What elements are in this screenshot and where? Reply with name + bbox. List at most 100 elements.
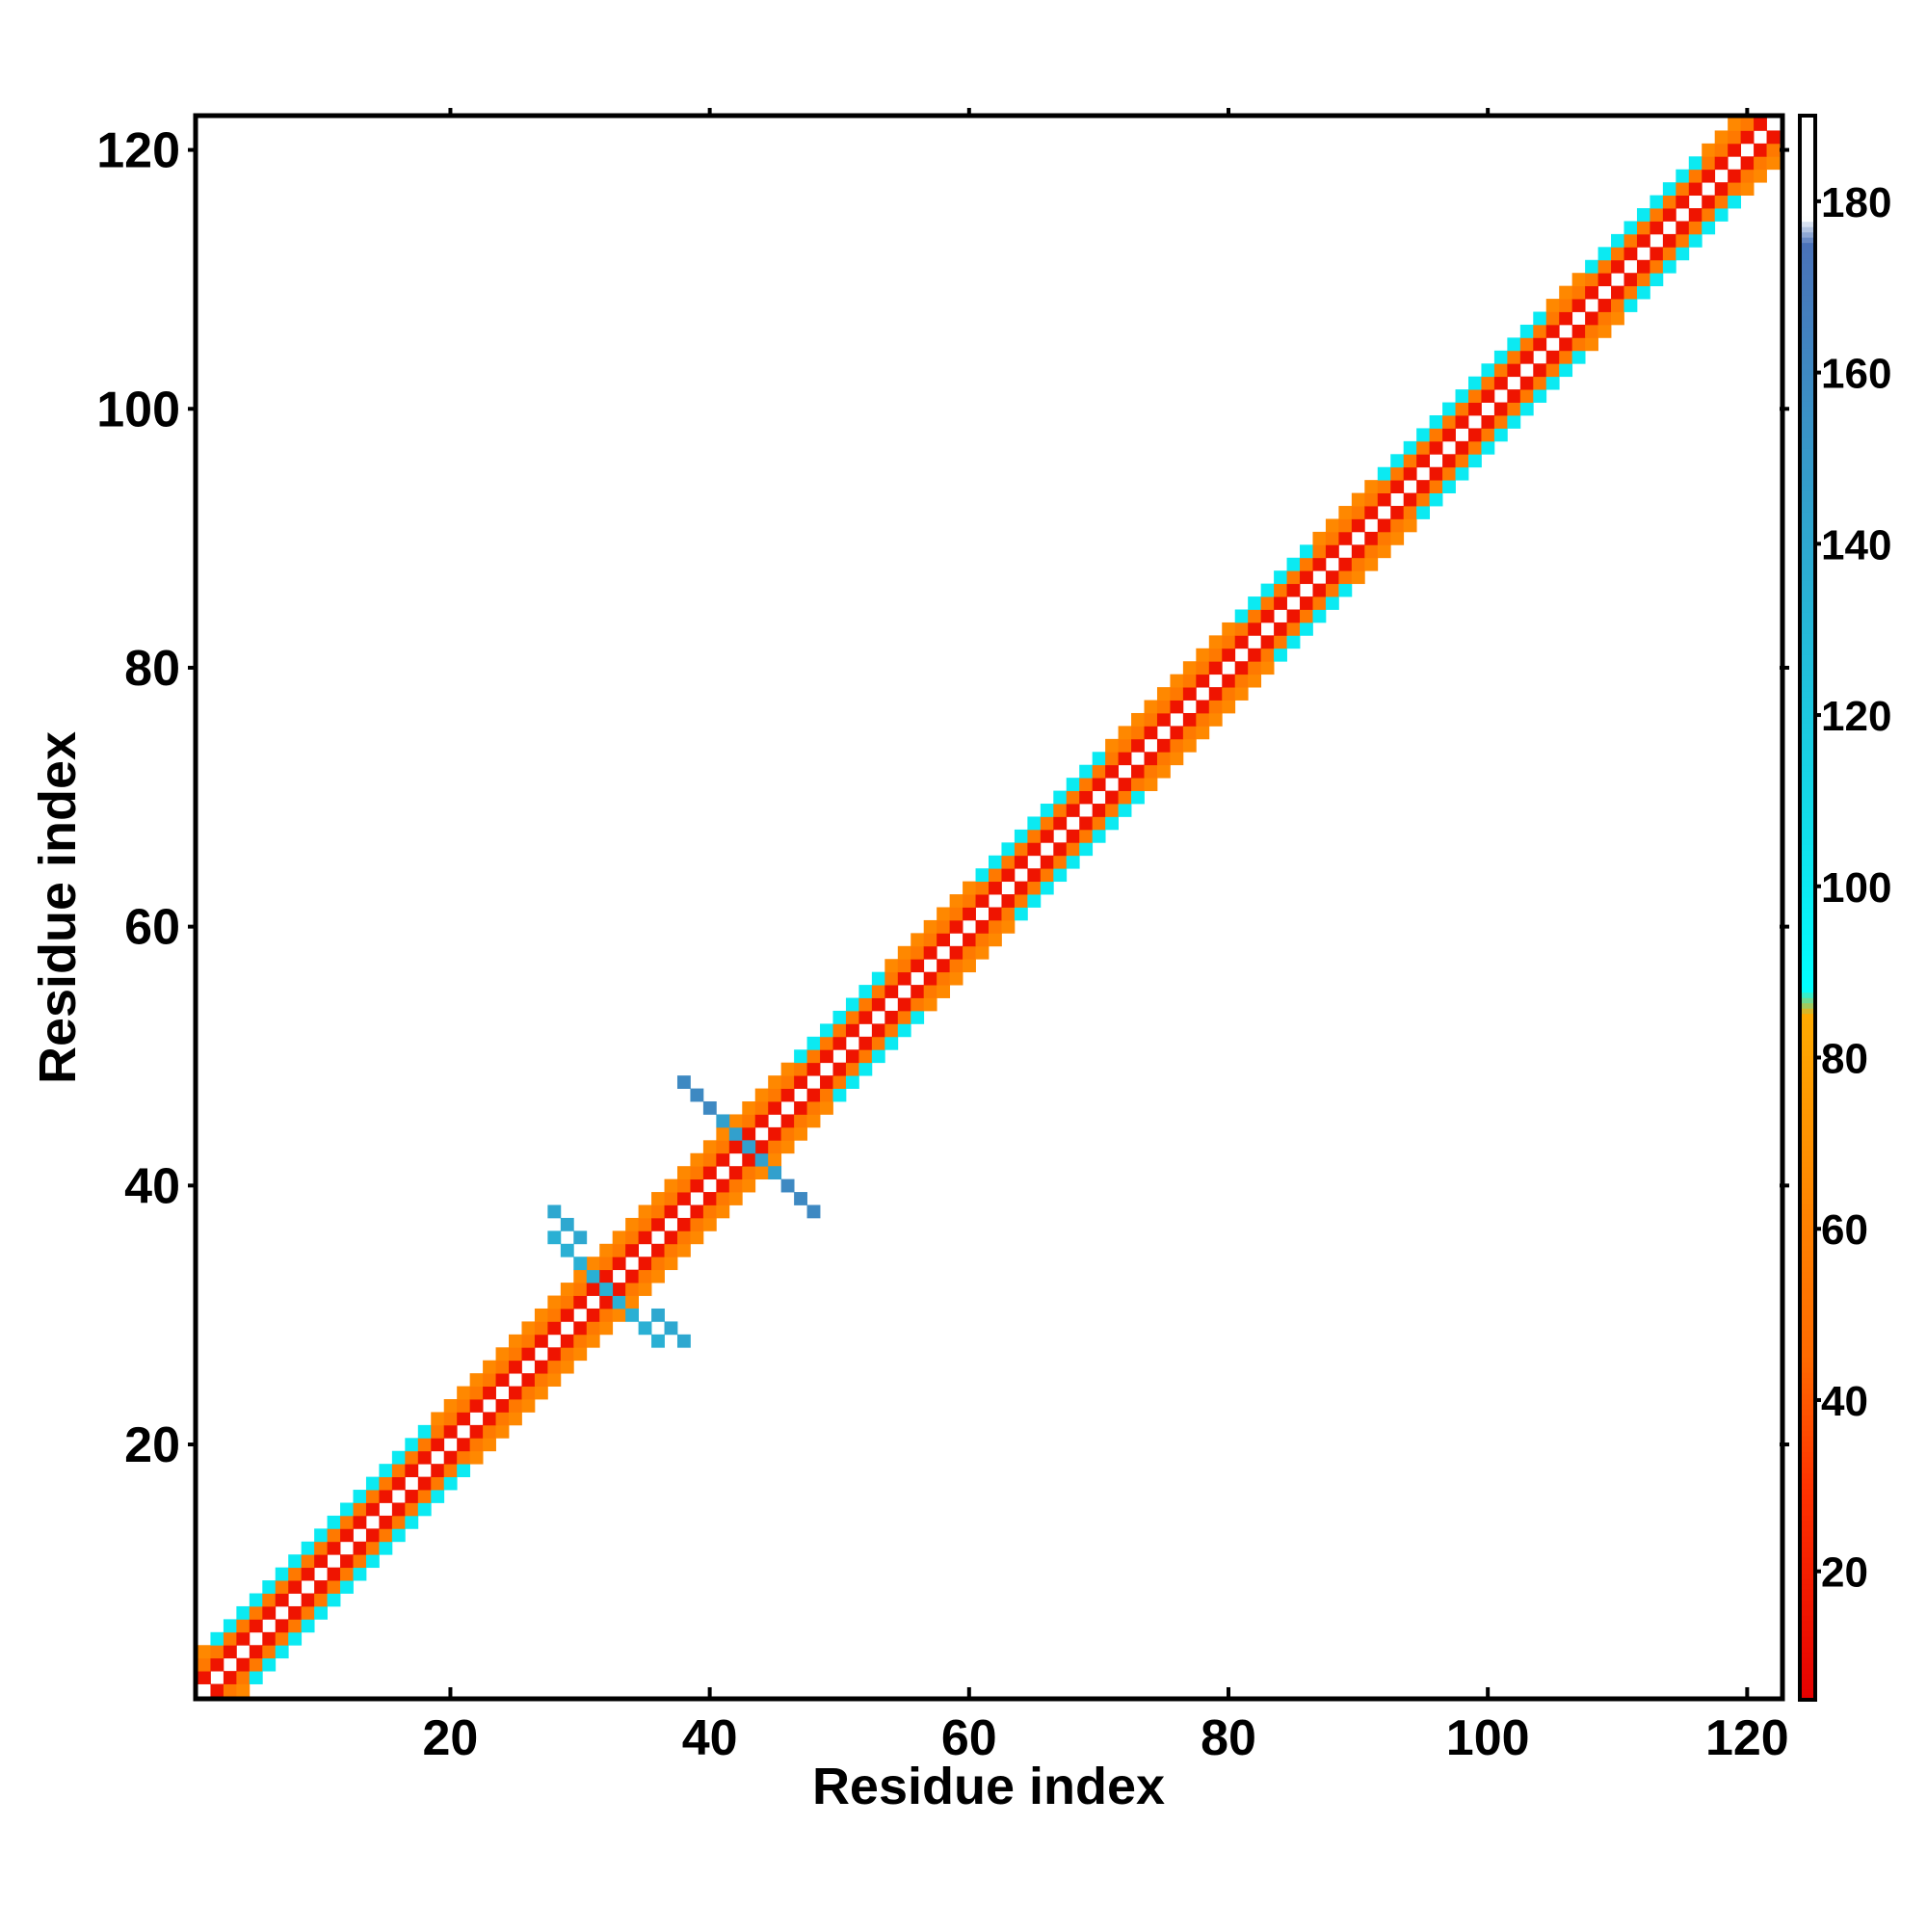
heatmap-cell [1182,726,1197,740]
heatmap-cell [1636,273,1650,287]
heatmap-cell [664,1204,678,1219]
x-tick-label: 60 [941,1710,997,1766]
heatmap-cell [1144,778,1158,791]
heatmap-cell [1676,195,1690,209]
heatmap-cell [1260,648,1275,662]
heatmap-cell [651,1192,665,1205]
heatmap-cell [1014,829,1028,843]
heatmap-cell [1286,622,1301,636]
heatmap-cell [897,997,911,1012]
heatmap-cell [638,1283,652,1296]
heatmap-cell [780,1140,795,1154]
colorbar-segment [1802,1261,1813,1268]
heatmap-cell [975,945,990,960]
heatmap-cell [1533,389,1547,403]
heatmap-cell [483,1373,496,1387]
heatmap-cell [1493,350,1508,364]
colorbar-segment [1802,442,1813,449]
colorbar-segment [1802,1577,1813,1585]
heatmap-cell [249,1657,263,1672]
heatmap-cell [573,1231,588,1245]
heatmap-cell [676,1217,691,1231]
heatmap-cell [1053,855,1068,869]
heatmap-cell [379,1490,393,1503]
heatmap-cell [1597,247,1612,261]
colorbar-segment [1802,1419,1813,1426]
colorbar-segment [1802,685,1813,692]
colorbar-segment [1802,1145,1813,1151]
colorbar-segment [1802,981,1813,988]
colorbar-segment [1802,1520,1813,1526]
heatmap-cell [923,997,937,1012]
heatmap-cell [1092,816,1106,831]
heatmap-cell [560,1347,574,1362]
heatmap-cell [742,1140,756,1154]
colorbar-segment [1802,146,1813,153]
heatmap-cell [1416,454,1431,468]
heatmap-cell [365,1528,380,1543]
heatmap-cell [1676,247,1690,261]
heatmap-cell [676,1243,691,1257]
heatmap-cell [1728,130,1742,145]
colorbar-segment [1802,1451,1813,1458]
heatmap-cell [963,907,976,921]
heatmap-cell [1131,726,1145,740]
heatmap-cell [911,959,925,973]
colorbar-segment [1802,908,1813,914]
heatmap-cell [1493,363,1508,378]
heatmap-cell [1702,208,1716,222]
colorbar-segment [1802,157,1813,164]
colorbar-segment [1802,1430,1813,1437]
heatmap-cell [586,1269,600,1284]
heatmap-cell [911,985,925,998]
heatmap-cell [794,1062,807,1076]
heatmap-cell [1611,311,1624,326]
colorbar-segment [1802,1283,1813,1289]
colorbar-segment [1802,416,1813,423]
heatmap-cell [845,1049,859,1064]
heatmap-cell [547,1373,562,1387]
heatmap-cell [1274,570,1287,585]
colorbar-segment [1802,1287,1813,1294]
colorbar-segment [1802,987,1813,993]
heatmap-cell [1403,506,1417,519]
heatmap-cell [754,1088,769,1102]
colorbar-segment [1802,363,1813,370]
heatmap-cell [249,1645,263,1659]
heatmap-cell [664,1231,678,1245]
heatmap-cell [1636,221,1650,235]
colorbar-segment [1802,970,1813,977]
heatmap-cell [845,1062,859,1076]
heatmap-cell [1585,259,1598,274]
colorbar-segment [1802,997,1813,1004]
heatmap-cell [509,1399,522,1413]
heatmap-cell [612,1308,626,1322]
heatmap-cell [1571,285,1586,300]
heatmap-cell [1364,492,1379,507]
colorbar-segment [1802,1134,1813,1141]
colorbar-segment [1802,1372,1813,1379]
colorbar-segment [1802,691,1813,698]
heatmap-cell [1001,855,1016,869]
x-axis-label: Residue index [812,1758,1165,1815]
heatmap-cells [198,118,1781,1698]
heatmap-cell [1662,233,1676,248]
heatmap-cell [1662,182,1676,197]
colorbar-segment [1802,1076,1813,1083]
colorbar-segment [1802,591,1813,597]
colorbar-segment [1802,268,1813,275]
heatmap-cell [1040,804,1054,817]
heatmap-cell [483,1424,496,1439]
colorbar-segment [1802,1155,1813,1162]
colorbar-segment [1802,506,1813,513]
heatmap-cell [301,1619,315,1633]
colorbar-segment [1802,1620,1813,1627]
colorbar-segment [1802,389,1813,397]
colorbar-segment [1802,136,1813,143]
heatmap-cell [638,1231,652,1245]
heatmap-cell [858,1010,873,1024]
heatmap-cell [702,1140,717,1154]
heatmap-cell [314,1580,328,1594]
heatmap-cell [483,1386,496,1400]
colorbar-segment [1802,427,1813,434]
